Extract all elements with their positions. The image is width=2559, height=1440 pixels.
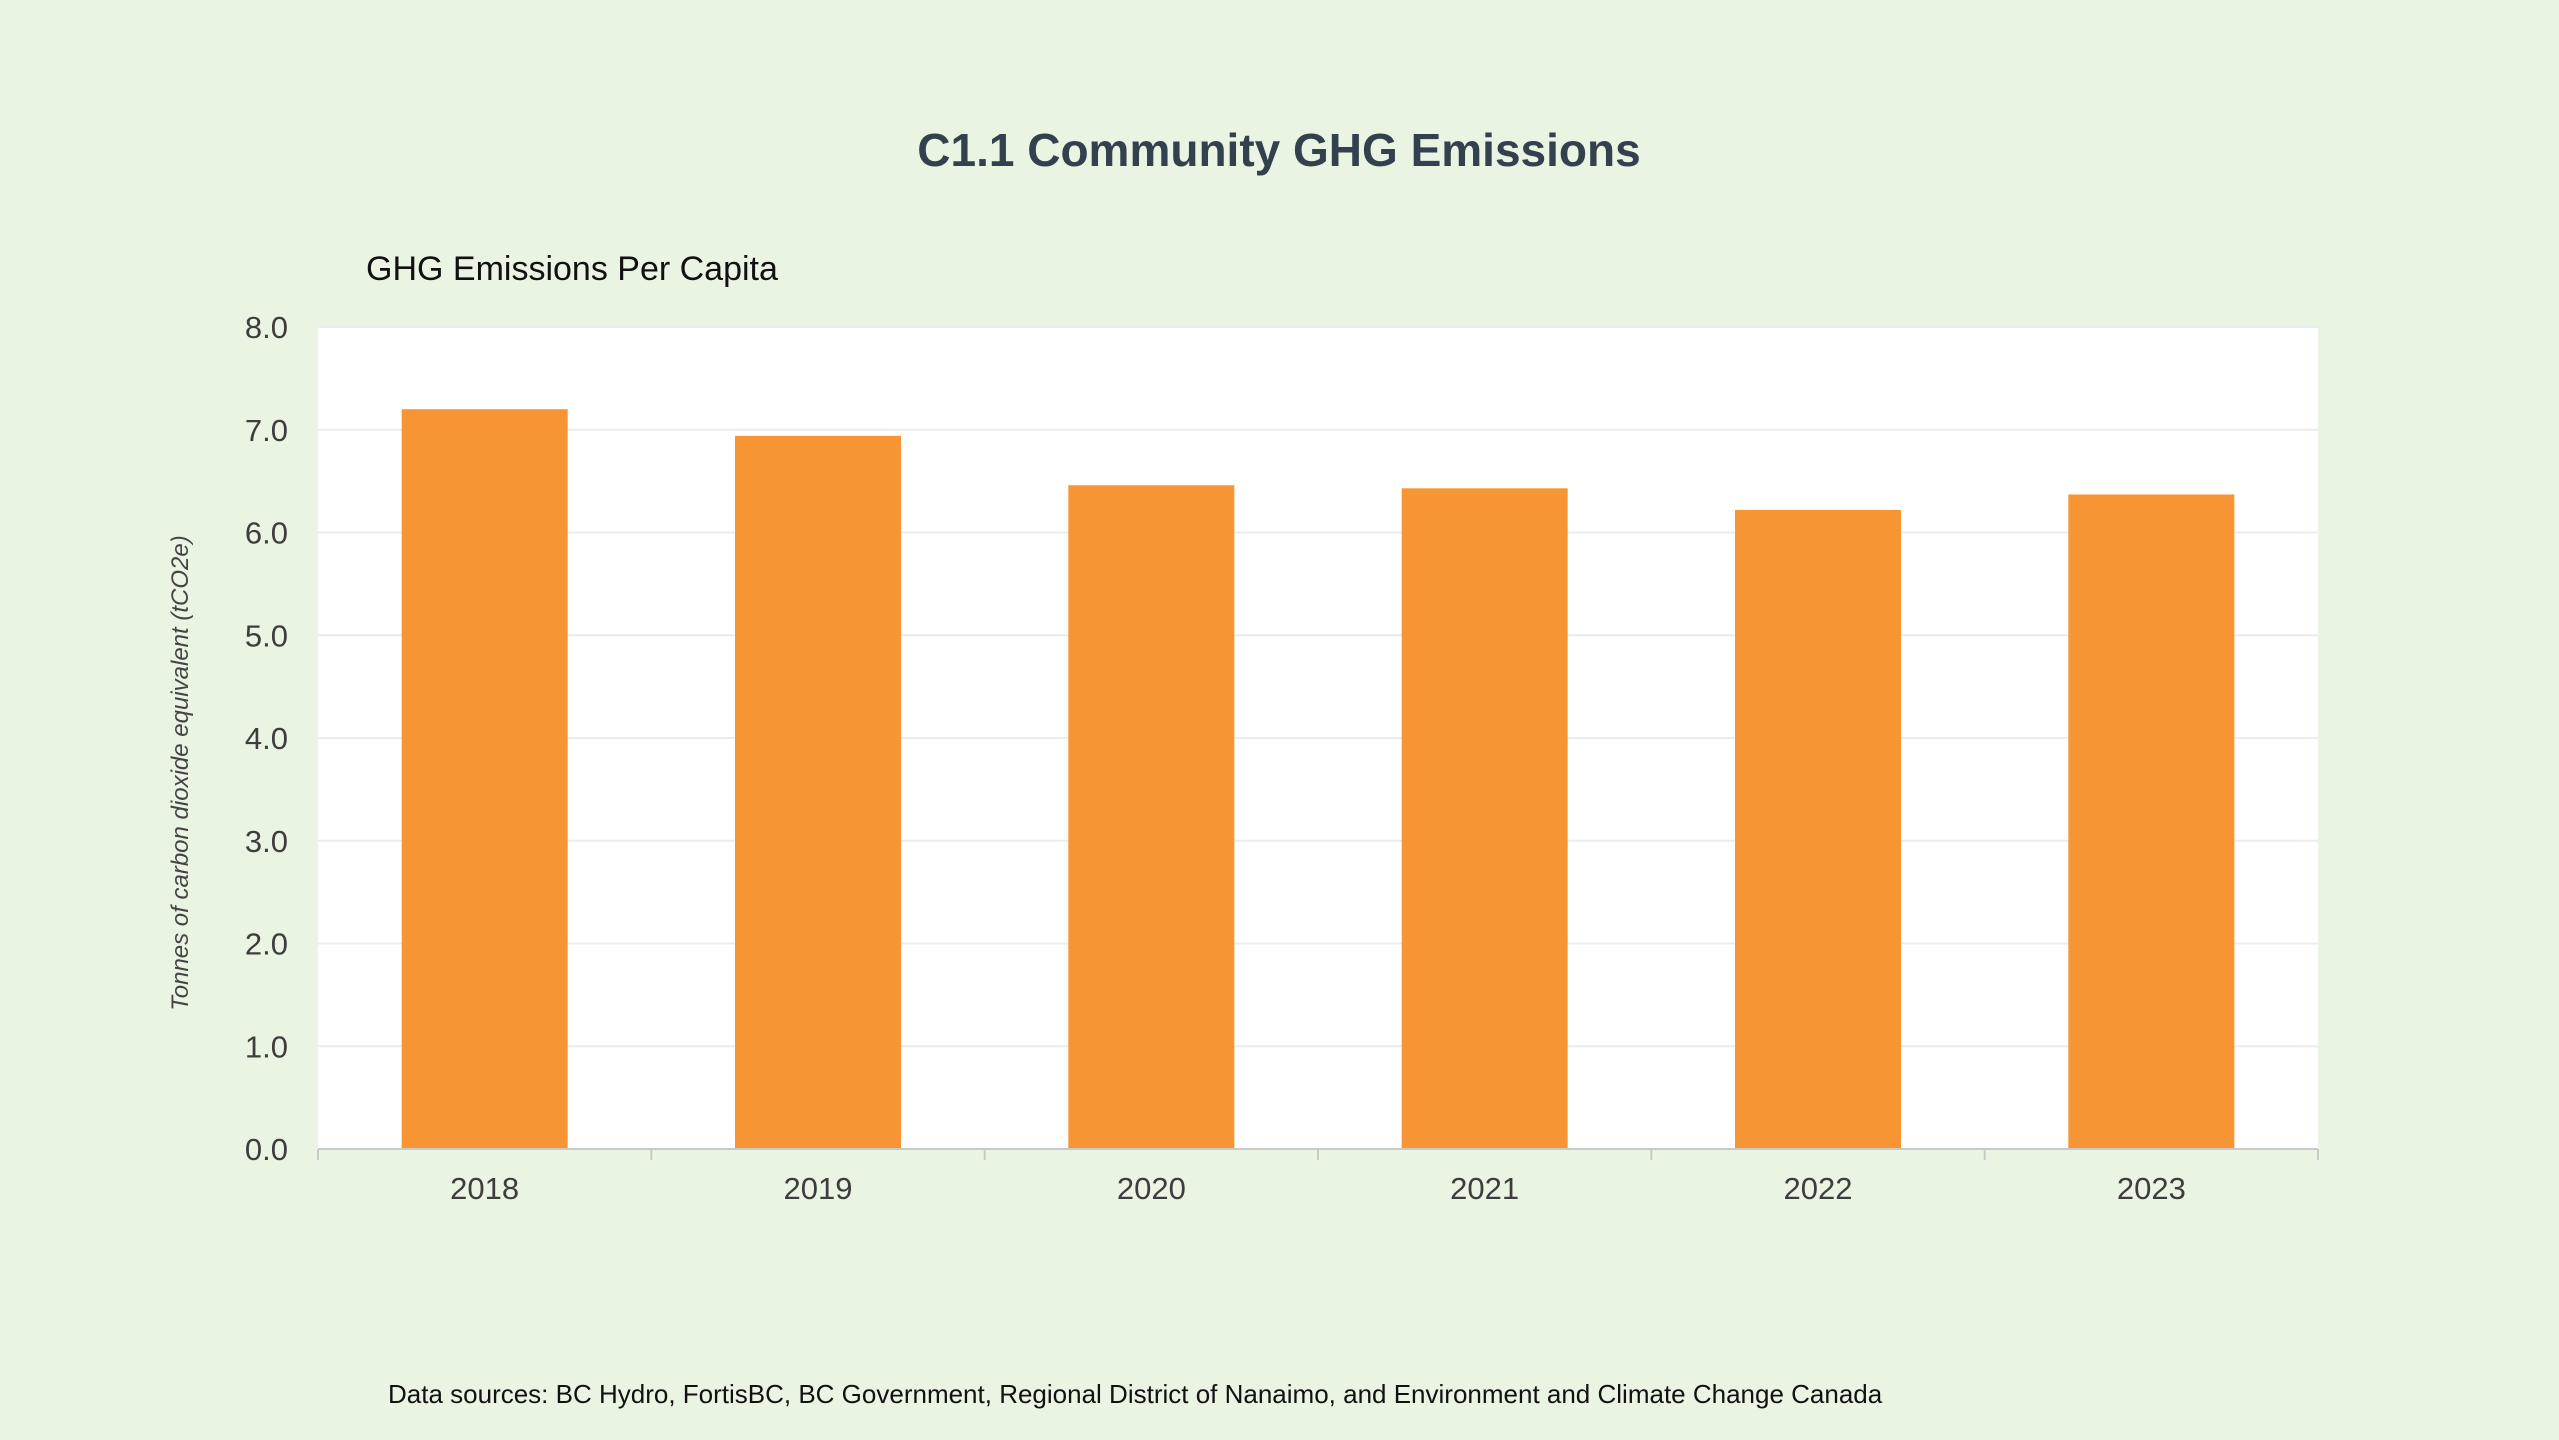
x-tick-label: 2022 xyxy=(1784,1171,1853,1206)
x-tick-label: 2018 xyxy=(450,1171,519,1206)
y-tick-label: 6.0 xyxy=(245,516,288,551)
bar-2022 xyxy=(1735,509,1901,1149)
bar-2023 xyxy=(2068,494,2235,1149)
axes xyxy=(317,1148,2319,1160)
bar-2020 xyxy=(1068,485,1235,1149)
y-axis-ticks: 0.0 1.0 2.0 3.0 4.0 5.0 6.0 7.0 8.0 xyxy=(245,310,288,1167)
x-tick-label: 2019 xyxy=(784,1171,853,1206)
y-tick-label: 1.0 xyxy=(245,1029,288,1064)
bar-2021 xyxy=(1401,488,1568,1149)
x-axis-ticks: 2018 2019 2020 2021 2022 2023 xyxy=(450,1171,2186,1206)
chart-subtitle: GHG Emissions Per Capita xyxy=(366,250,778,288)
bar-2019 xyxy=(735,435,901,1149)
y-tick-label: 3.0 xyxy=(245,824,288,859)
y-axis-label: Tonnes of carbon dioxide equivalent (tCO… xyxy=(167,535,194,1010)
y-tick-label: 0.0 xyxy=(245,1132,288,1167)
gridlines xyxy=(318,326,2318,1048)
x-tick-label: 2020 xyxy=(1117,1171,1186,1206)
x-tick-label: 2021 xyxy=(1450,1171,1519,1206)
page-title: C1.1 Community GHG Emissions xyxy=(917,124,1640,176)
y-tick-label: 7.0 xyxy=(245,413,288,448)
y-tick-label: 5.0 xyxy=(245,618,288,653)
bars xyxy=(401,409,2235,1149)
data-sources-note: Data sources: BC Hydro, FortisBC, BC Gov… xyxy=(388,1379,1883,1409)
bar-2018 xyxy=(401,409,568,1149)
x-tick-label: 2023 xyxy=(2117,1171,2186,1206)
y-tick-label: 4.0 xyxy=(245,721,288,756)
y-tick-label: 8.0 xyxy=(245,310,288,345)
y-tick-label: 2.0 xyxy=(245,927,288,962)
